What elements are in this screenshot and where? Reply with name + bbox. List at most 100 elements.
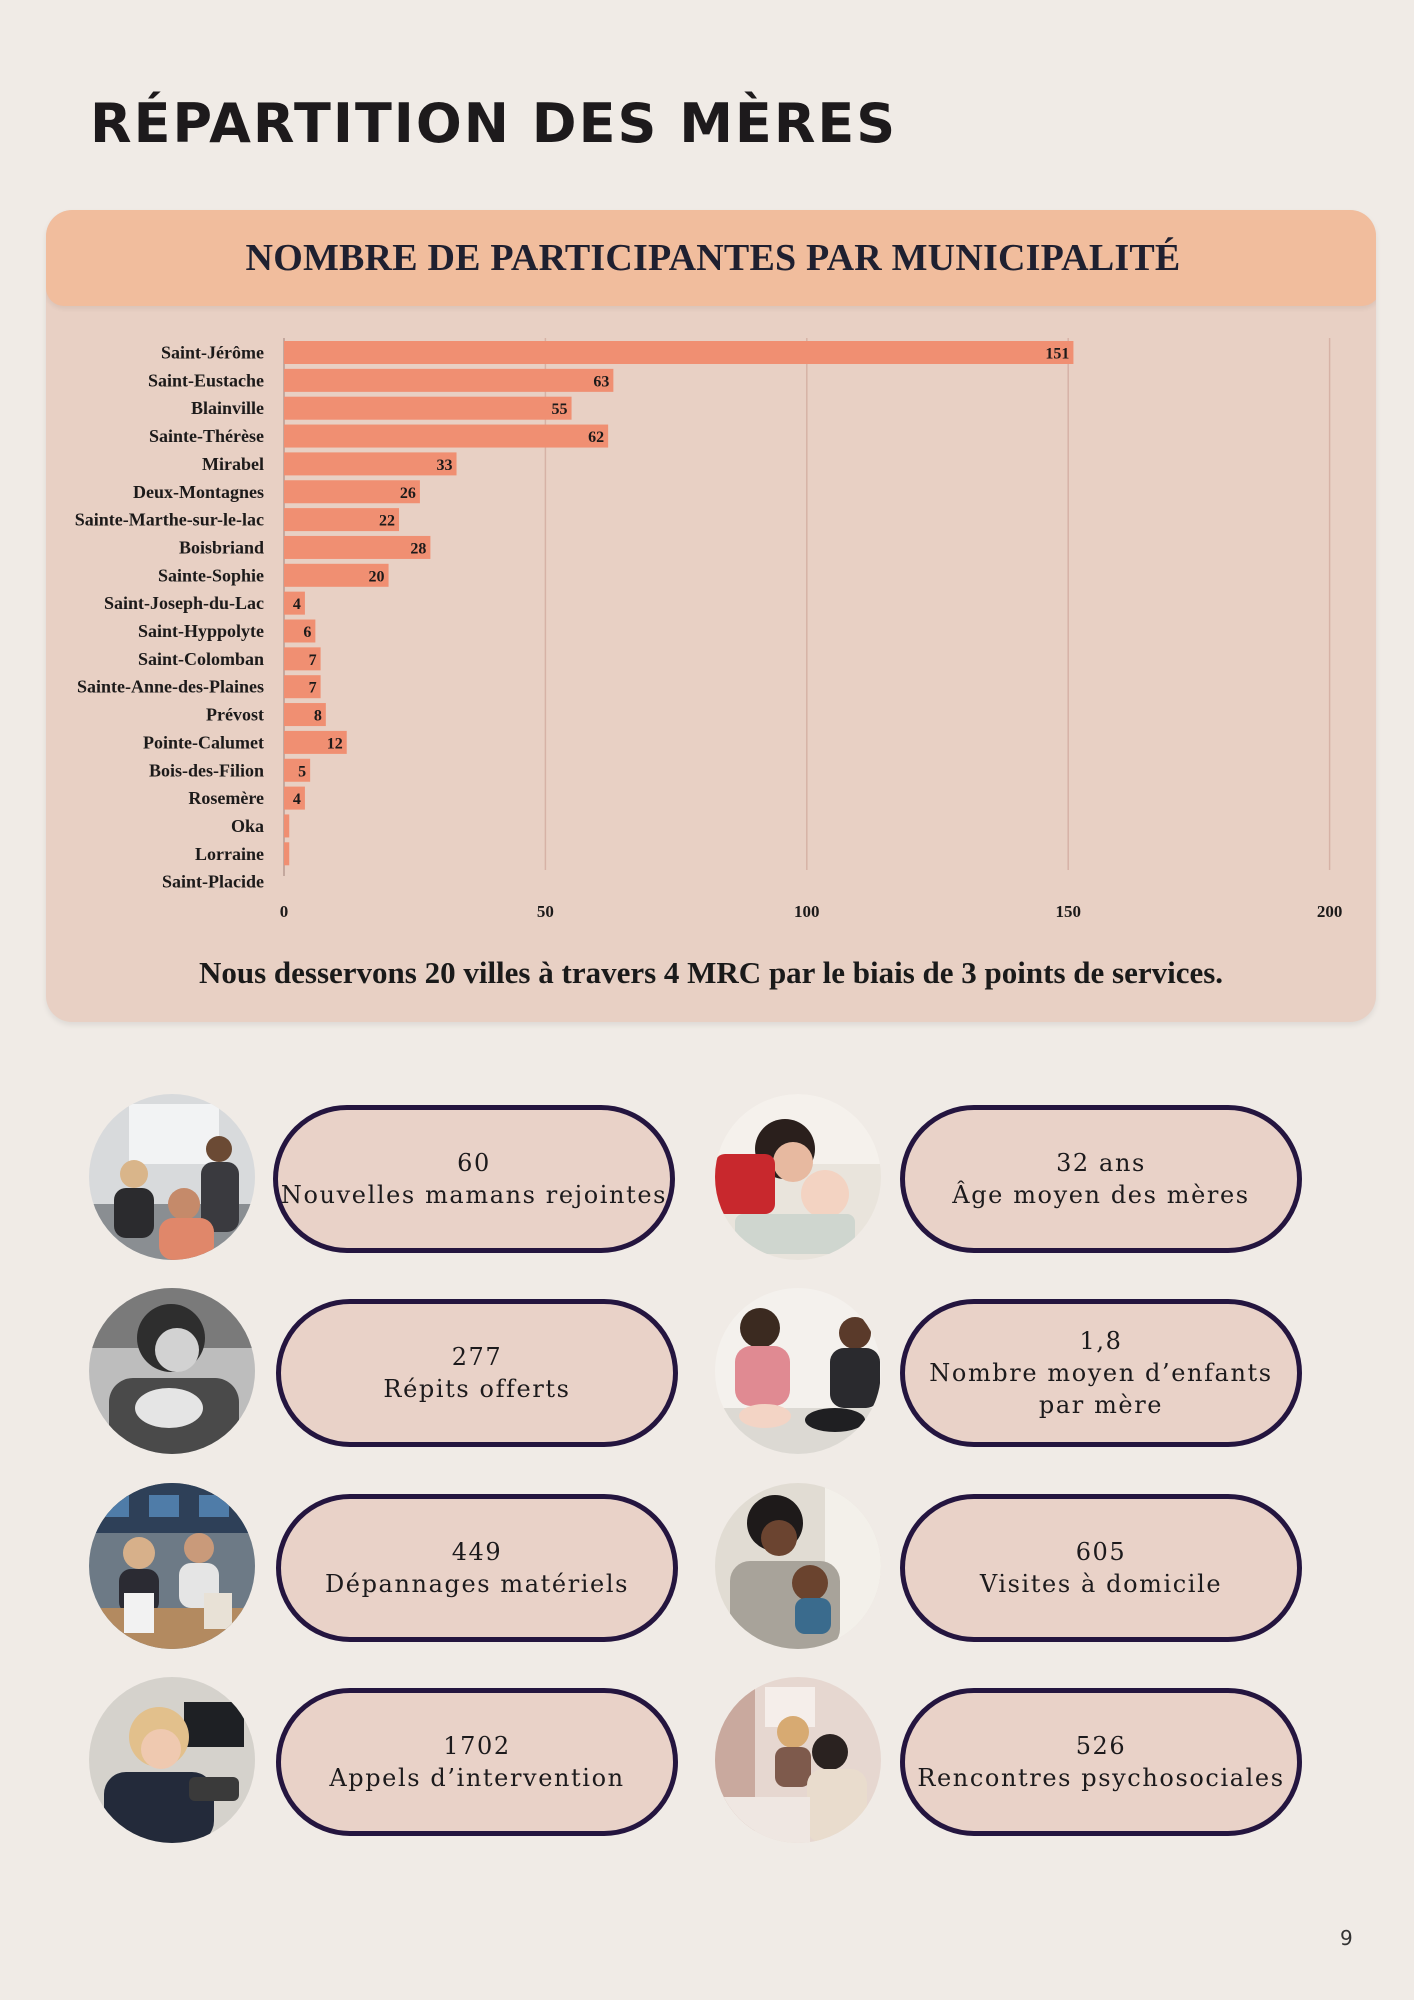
stat-value: 1,8 <box>1079 1327 1123 1355</box>
bar <box>284 452 457 476</box>
category-label: Saint-Placide <box>162 872 264 892</box>
worker-on-phone-photo <box>89 1677 255 1843</box>
stat-material-help: 449 Dépannages matériels <box>276 1494 678 1642</box>
category-label: Rosemère <box>188 788 264 808</box>
stat-value: 32 ans <box>1056 1149 1146 1177</box>
data-label: 5 <box>298 763 306 780</box>
data-label: 151 <box>1045 346 1069 363</box>
bar <box>284 619 316 643</box>
category-label: Oka <box>231 816 264 836</box>
stat-label: Rencontres psychosociales <box>917 1764 1285 1792</box>
bar <box>284 396 572 420</box>
mother-holding-newborn-photo <box>89 1288 255 1454</box>
chart-header: NOMBRE DE PARTICIPANTES PAR MUNICIPALITÉ <box>46 210 1376 306</box>
x-tick-label: 200 <box>1317 902 1343 921</box>
stat-new-mothers: 60 Nouvelles mamans rejointes <box>273 1105 675 1253</box>
category-label: Sainte-Sophie <box>158 565 264 585</box>
stat-children-per-mother: 1,8 Nombre moyen d’enfants par mère <box>900 1299 1302 1447</box>
data-label: 7 <box>309 680 317 697</box>
bar <box>284 341 1074 364</box>
data-label: 62 <box>588 429 604 446</box>
stat-value: 1702 <box>443 1732 511 1760</box>
data-label: 20 <box>369 568 385 585</box>
category-label: Boisbriand <box>179 537 264 557</box>
counselling-meeting-photo <box>715 1677 881 1843</box>
bar <box>284 368 614 392</box>
stat-label: Nouvelles mamans rejointes <box>280 1181 668 1209</box>
bar-chart: 0 50 100 150 200 Saint-Jérôme 151 Saint-Eustach… <box>75 338 1343 921</box>
chart-title: NOMBRE DE PARTICIPANTES PAR MUNICIPALITÉ <box>245 237 1181 279</box>
bar <box>284 758 311 782</box>
bar <box>284 563 389 587</box>
bar <box>284 842 290 866</box>
page-number: 9 <box>1340 1926 1353 1950</box>
group-workshop-photo <box>89 1094 255 1260</box>
stat-average-age: 32 ans Âge moyen des mères <box>900 1105 1302 1253</box>
data-label: 22 <box>379 513 395 530</box>
bar <box>284 675 321 699</box>
data-label: 7 <box>309 652 317 669</box>
category-label: Bois-des-Filion <box>149 760 264 780</box>
stat-psychosocial-meetings: 526 Rencontres psychosociales <box>900 1688 1302 1836</box>
x-tick-label: 100 <box>794 902 820 921</box>
bar <box>284 535 431 559</box>
stat-label: Âge moyen des mères <box>952 1181 1250 1209</box>
x-tick-label: 150 <box>1055 902 1081 921</box>
category-label: Prévost <box>206 705 264 725</box>
page-title: RÉPARTITION DES MÈRES <box>90 92 898 155</box>
stat-label: Dépannages matériels <box>324 1570 630 1598</box>
stat-value: 526 <box>1075 1732 1127 1760</box>
stat-label: Nombre moyen d’enfants <box>929 1359 1273 1387</box>
data-label: 33 <box>437 457 453 474</box>
x-tick-label: 0 <box>280 902 289 921</box>
stat-label: Appels d’intervention <box>329 1764 625 1792</box>
data-label: 8 <box>314 708 322 725</box>
data-label: 26 <box>400 485 416 502</box>
category-label: Sainte-Marthe-sur-le-lac <box>75 510 264 530</box>
category-label: Saint-Eustache <box>148 370 264 390</box>
stat-respite: 277 Répits offerts <box>276 1299 678 1447</box>
chart-caption: Nous desservons 20 villes à travers 4 MR… <box>198 955 1224 990</box>
stat-intervention-calls: 1702 Appels d’intervention <box>276 1688 678 1836</box>
mother-kissing-baby-photo <box>715 1094 881 1260</box>
chart-card: 0 50 100 150 200 Saint-Jérôme 151 Saint-Eustach… <box>46 210 1376 1022</box>
data-label: 4 <box>293 791 301 808</box>
data-label: 4 <box>293 596 301 613</box>
category-label: Saint-Jérôme <box>161 343 264 363</box>
bar <box>284 424 609 448</box>
bar <box>284 786 305 810</box>
mothers-with-babies-on-floor-photo <box>715 1288 881 1454</box>
data-label: 63 <box>593 373 609 390</box>
stat-value: 277 <box>451 1343 503 1371</box>
category-label: Deux-Montagnes <box>133 482 264 502</box>
data-label: 6 <box>303 624 311 641</box>
mother-carrying-baby-photo <box>715 1483 881 1649</box>
category-label: Saint-Joseph-du-Lac <box>104 593 264 613</box>
x-tick-label: 50 <box>537 902 554 921</box>
category-label: Sainte-Thérèse <box>149 426 264 446</box>
data-label: 12 <box>327 735 343 752</box>
category-label: Blainville <box>191 398 264 418</box>
stat-value: 60 <box>457 1149 491 1177</box>
category-label: Lorraine <box>195 844 264 864</box>
data-label: 55 <box>552 401 568 418</box>
category-label: Sainte-Anne-des-Plaines <box>77 677 264 697</box>
category-label: Pointe-Calumet <box>143 732 264 752</box>
category-label: Saint-Hyppolyte <box>138 621 264 641</box>
stat-label: Répits offerts <box>383 1375 571 1403</box>
bar <box>284 591 305 615</box>
stat-value: 449 <box>451 1538 503 1566</box>
category-label: Mirabel <box>202 454 264 474</box>
stat-label-line2: par mère <box>1038 1391 1164 1419</box>
bar <box>284 814 290 838</box>
bar <box>284 730 347 754</box>
bar <box>284 647 321 671</box>
stat-home-visits: 605 Visites à domicile <box>900 1494 1302 1642</box>
bar <box>284 703 326 727</box>
bar <box>284 508 400 532</box>
data-label: 28 <box>410 540 426 557</box>
category-label: Saint-Colomban <box>138 649 264 669</box>
stat-value: 605 <box>1075 1538 1127 1566</box>
volunteers-sorting-donations-photo <box>89 1483 255 1649</box>
stat-label: Visites à domicile <box>979 1570 1223 1598</box>
